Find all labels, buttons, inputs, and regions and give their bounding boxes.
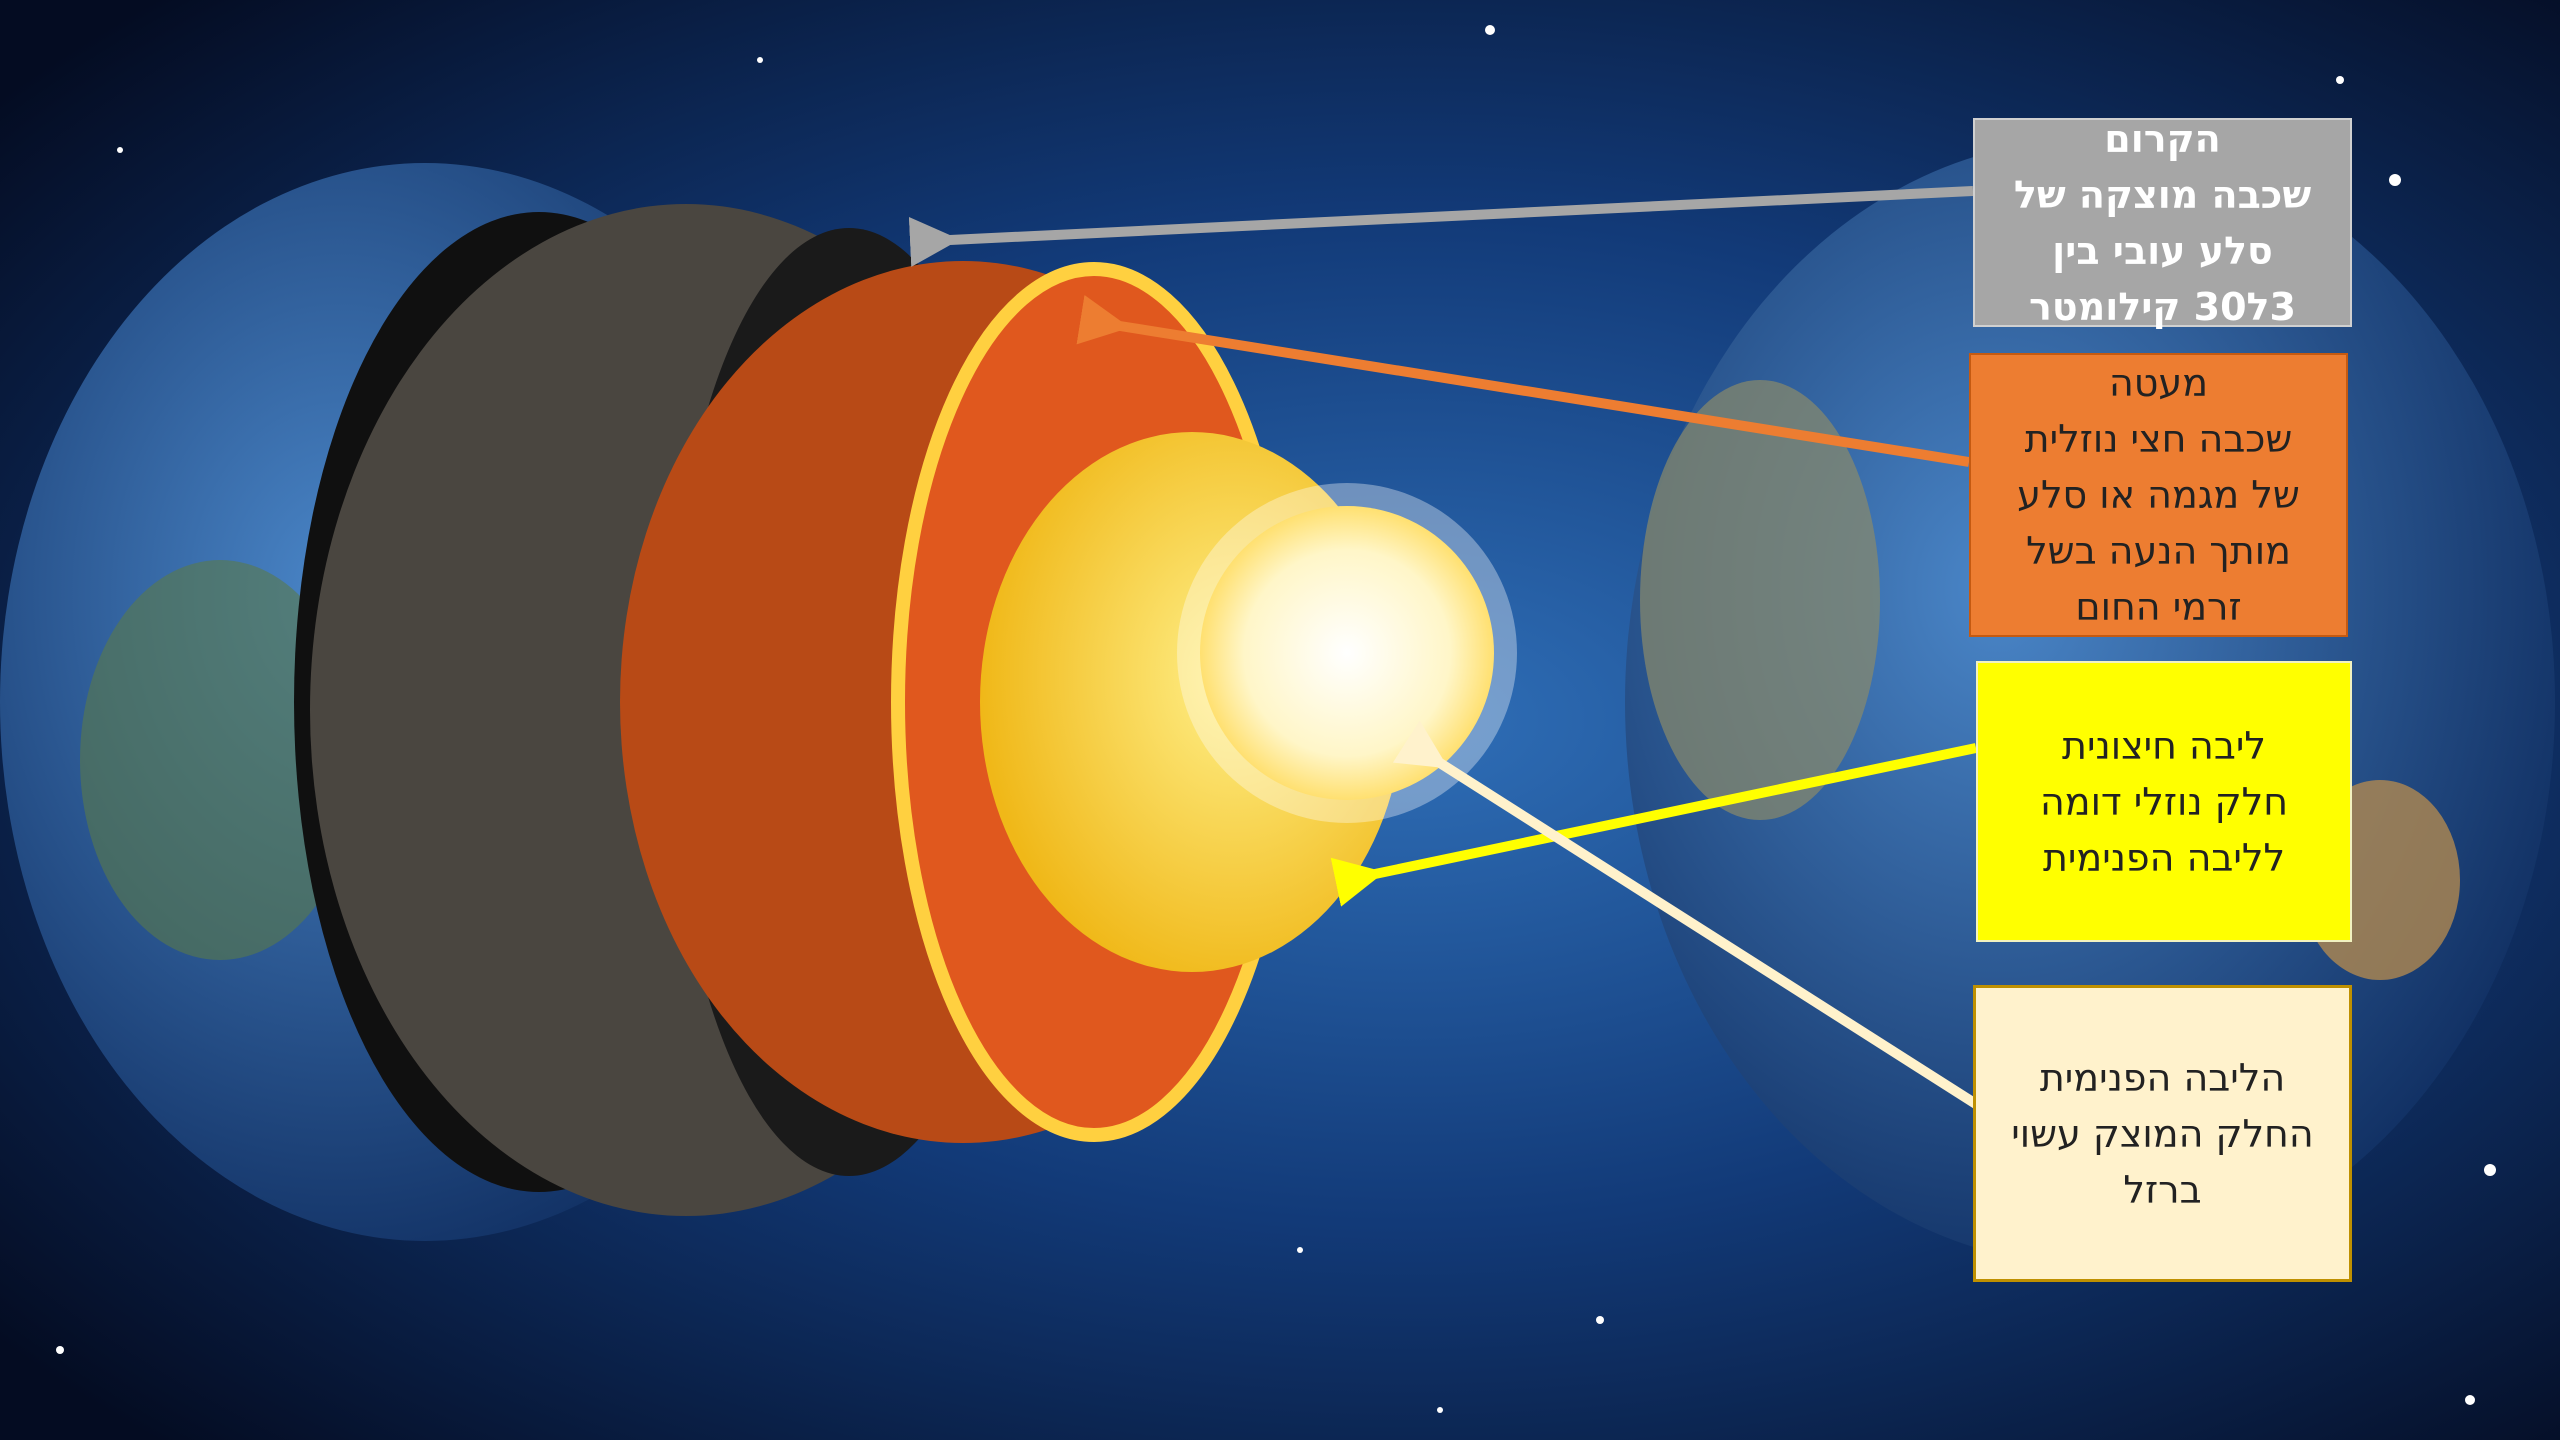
label-line: הליבה הפנימית [2039,1055,2286,1100]
continent [80,560,360,960]
label-line: ליבה חיצונית [2062,723,2266,768]
label-line: חלק נוזלי דומה [2039,779,2289,824]
inner-core [1200,506,1494,800]
label-line: החלק המוצק עשוי [2011,1111,2314,1156]
label-line: שכבה חצי נוזלית [2024,417,2293,461]
inner-core-arrow [1392,720,1982,1111]
crust-label: הקרום שכבה מוצקה של סלע עובי בין 3ל30 קילומ… [1973,117,2352,329]
outer-core-arrow [1330,743,1978,907]
continent [1640,380,1880,820]
label-line: לליבה הפנימית [2042,835,2286,880]
label-line: סלע עובי בין [2052,228,2273,273]
label-line: 3ל30 קילומטר [2029,284,2296,329]
mantle-arrow [1076,294,1970,467]
label-line: שכבה מוצקה של [2013,172,2312,217]
label-line: מותך הנעה בשל [2026,529,2291,573]
label-line: מעטה [2108,361,2209,405]
label-line: הקרום [2104,116,2221,161]
crust-arrow [908,186,1974,267]
stars [56,25,2496,1413]
outer-core-label: ליבה חיצונית חלק נוזלי דומה לליבה הפנימית [1976,661,2352,942]
label-line: זרמי החום [2075,585,2242,629]
mantle-label: מעטה שכבה חצי נוזלית של מגמה או סלע מותך הנ… [1969,353,2348,637]
label-line: של מגמה או סלע [2017,473,2300,517]
label-line: ברזל [2123,1167,2202,1212]
inner-core-label: הליבה הפנימית החלק המוצק עשוי ברזל [1973,985,2352,1282]
